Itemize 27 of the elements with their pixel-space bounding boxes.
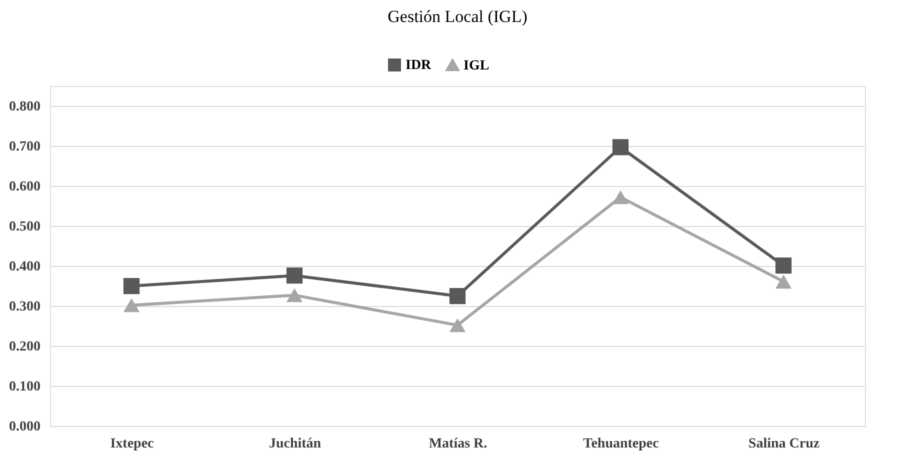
y-tick-label: 0.400 [9, 260, 40, 274]
y-tick-label: 0.000 [9, 420, 40, 434]
x-tick-label: Salina Cruz [748, 436, 820, 452]
point [123, 278, 140, 294]
legend-label: IGL [464, 58, 490, 74]
point [286, 268, 303, 284]
point [449, 288, 466, 304]
point [612, 190, 629, 204]
y-tick-label: 0.600 [9, 180, 40, 194]
x-tick-label: Tehuantepec [583, 436, 659, 452]
y-tick-label: 0.800 [9, 100, 40, 114]
x-tick-label: Ixtepec [110, 436, 154, 452]
point [775, 258, 792, 274]
y-tick-label: 0.700 [9, 140, 40, 154]
chart-title: Gestión Local (IGL) [388, 7, 528, 26]
y-tick-label: 0.300 [9, 300, 40, 314]
y-tick-label: 0.200 [9, 340, 40, 354]
point [449, 318, 466, 332]
x-tick-label: Juchitán [268, 436, 322, 452]
point [123, 298, 140, 312]
y-tick-label: 0.100 [9, 380, 40, 394]
point [612, 139, 629, 156]
y-tick-label: 0.500 [9, 220, 40, 234]
point [286, 288, 303, 302]
legend-label: IDR [406, 58, 432, 73]
point [775, 274, 792, 289]
x-tick-label: Matías R. [428, 436, 488, 452]
